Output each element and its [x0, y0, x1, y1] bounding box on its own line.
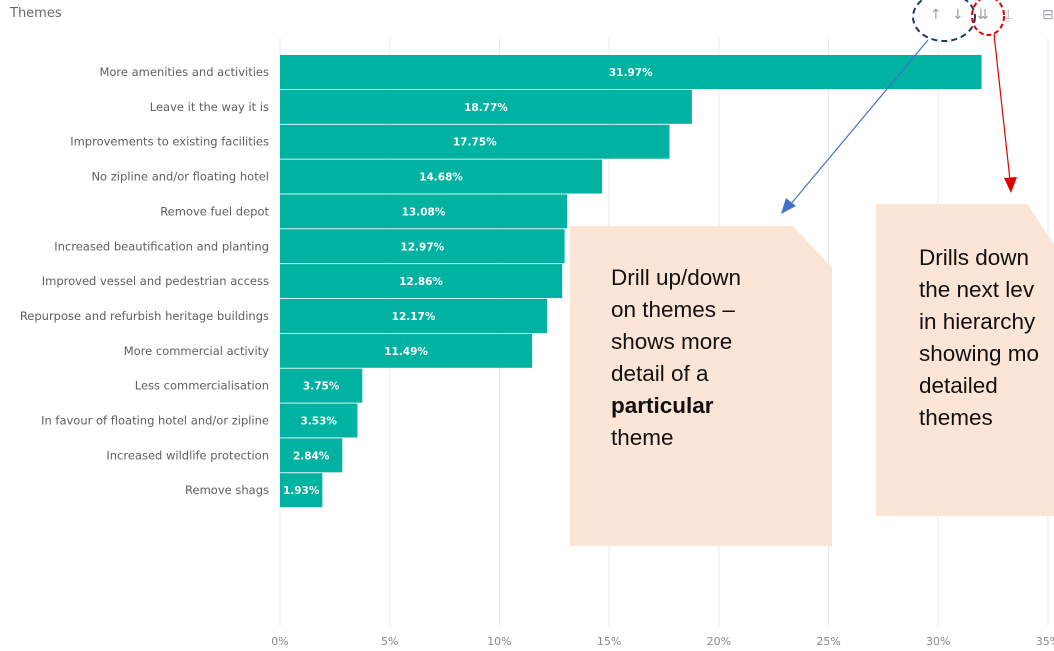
bar [280, 124, 670, 159]
drill-callout-line: Drill up/down [611, 265, 742, 290]
category-label: Remove shags [185, 483, 269, 497]
data-label: 31.97% [609, 67, 653, 79]
category-label: No zipline and/or floating hotel [91, 170, 269, 184]
x-tick-label: 30% [926, 635, 950, 648]
category-label: More commercial activity [124, 344, 269, 358]
x-tick-label: 5% [381, 635, 398, 648]
x-tick-label: 25% [816, 635, 840, 648]
expand-callout-line: the next lev [919, 277, 1035, 302]
drill-callout: Drill up/down on themes – shows more det… [570, 226, 832, 546]
category-label: Remove fuel depot [160, 204, 269, 218]
x-tick-label: 35% [1036, 635, 1054, 648]
x-tick-label: 10% [487, 635, 511, 648]
data-label: 18.77% [464, 102, 508, 114]
x-tick-label: 15% [597, 635, 621, 648]
category-label: Improvements to existing facilities [70, 135, 269, 149]
data-label: 11.49% [384, 346, 428, 358]
bar [280, 403, 358, 438]
visual-title: Themes [10, 6, 62, 21]
bar [280, 368, 363, 403]
drill-callout-line: detail of a [611, 361, 709, 386]
expand-callout-line: showing mo [919, 341, 1040, 366]
drill-callout-background [570, 226, 832, 546]
x-tick-label: 0% [271, 635, 288, 648]
bar [280, 298, 548, 333]
expand-callout-line: Drills down [919, 245, 1030, 270]
category-label: Less commercialisation [135, 379, 269, 393]
drill-callout-line: on themes – [611, 297, 735, 322]
drill-callout-line: particular [611, 393, 714, 418]
bar [280, 159, 603, 194]
category-label: Leave it the way it is [150, 100, 269, 114]
drill-callout-line: theme [611, 425, 674, 450]
expand-callout-background [876, 204, 1054, 516]
drill-callout-line: shows more [611, 329, 733, 354]
bar [280, 333, 533, 368]
drill-callout-text: Drill up/down on themes – shows more det… [611, 262, 741, 454]
data-label: 17.75% [453, 137, 497, 149]
category-label: Increased wildlife protection [106, 448, 269, 462]
data-label: 2.84% [293, 450, 330, 462]
data-label: 3.53% [301, 416, 338, 428]
expand-callout-line: themes [919, 405, 993, 430]
data-label: 12.17% [392, 311, 436, 323]
data-label: 12.97% [400, 241, 444, 253]
bar [280, 473, 323, 508]
category-label: In favour of floating hotel and/or zipli… [41, 414, 269, 428]
data-label: 1.93% [283, 485, 320, 497]
data-label: 14.68% [419, 172, 463, 184]
bar [280, 89, 692, 124]
focus-mode-icon[interactable]: ⊟ [1042, 7, 1054, 23]
expand-callout-text: Drills down the next lev in hierarchy sh… [919, 242, 1039, 434]
expand-callout-line: detailed [919, 373, 998, 398]
category-label: Improved vessel and pedestrian access [42, 274, 269, 288]
expand-hierarchy-icon[interactable]: ⍊ [1004, 7, 1013, 23]
expand-callout: Drills down the next lev in hierarchy sh… [876, 204, 1054, 516]
bar [280, 264, 563, 299]
x-tick-label: 20% [707, 635, 731, 648]
bar [280, 229, 565, 264]
category-label: More amenities and activities [99, 65, 269, 79]
expand-callout-line: in hierarchy [919, 309, 1036, 334]
data-label: 3.75% [303, 381, 340, 393]
data-label: 13.08% [402, 206, 446, 218]
category-label: Repurpose and refurbish heritage buildin… [20, 309, 269, 323]
bar [280, 194, 568, 229]
category-label: Increased beautification and planting [54, 239, 269, 253]
bar [280, 438, 343, 473]
data-label: 12.86% [399, 276, 443, 288]
